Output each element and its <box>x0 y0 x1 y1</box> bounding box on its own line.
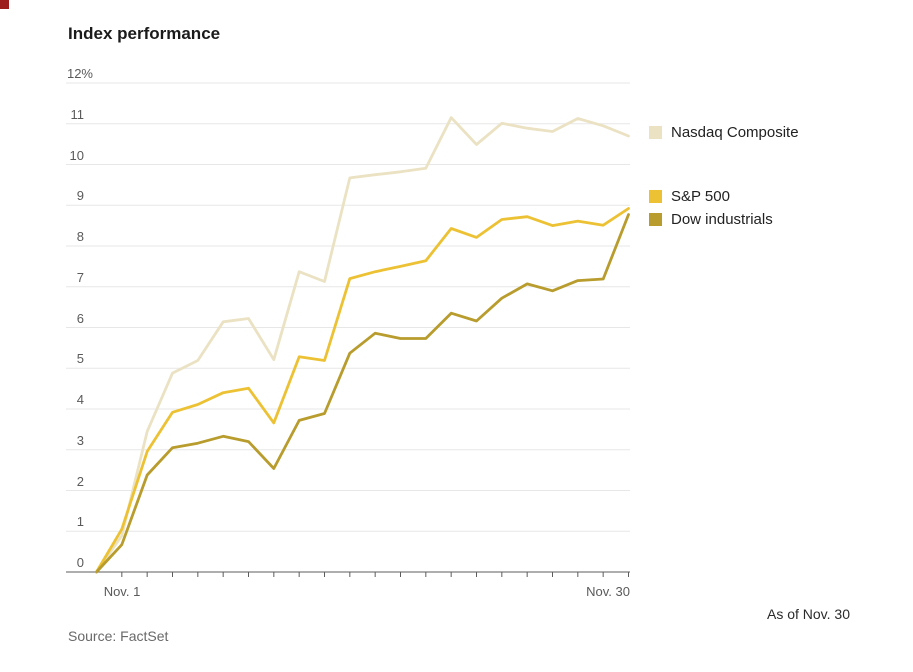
series-lines <box>95 116 630 574</box>
x-axis-label-end: Nov. 30 <box>586 584 630 599</box>
y-axis-label: 2 <box>76 473 84 489</box>
legend-swatch-nasdaq <box>649 126 662 139</box>
legend-item-nasdaq: Nasdaq Composite <box>649 124 799 141</box>
chart-title: Index performance <box>68 24 221 43</box>
legend-swatch-dow <box>649 213 662 226</box>
gridlines <box>66 82 630 573</box>
series-line-dow-industrials <box>95 213 630 574</box>
legend-swatch-sp500 <box>649 190 662 203</box>
y-axis-label: 7 <box>76 269 84 285</box>
y-axis-label: 9 <box>76 188 84 204</box>
source-note: Source: FactSet <box>68 628 169 644</box>
legend-item-dow: Dow industrials <box>649 211 773 228</box>
y-axis-label: 5 <box>76 351 84 367</box>
series-line-s-p-500 <box>95 207 630 574</box>
x-axis <box>121 572 629 577</box>
legend-label-dow: Dow industrials <box>671 211 773 228</box>
y-axis-label: 12% <box>66 66 93 81</box>
as-of-note: As of Nov. 30 <box>766 606 850 622</box>
y-axis-label: 3 <box>76 432 84 448</box>
x-axis-label-start: Nov. 1 <box>103 584 141 599</box>
y-axis-label: 0 <box>76 555 84 570</box>
y-axis-label: 6 <box>76 310 84 326</box>
legend-item-sp500: S&P 500 <box>649 188 730 205</box>
y-axis-label: 4 <box>76 392 84 407</box>
y-axis-label: 1 <box>76 514 84 530</box>
legend-label-nasdaq: Nasdaq Composite <box>671 124 799 141</box>
series-line-nasdaq-composite <box>95 116 630 574</box>
y-axis-label: 11 <box>70 106 85 122</box>
y-axis-label: 8 <box>76 229 84 244</box>
corner-marker <box>0 0 9 9</box>
legend-label-sp500: S&P 500 <box>671 188 730 205</box>
y-axis-label: 10 <box>69 147 84 163</box>
